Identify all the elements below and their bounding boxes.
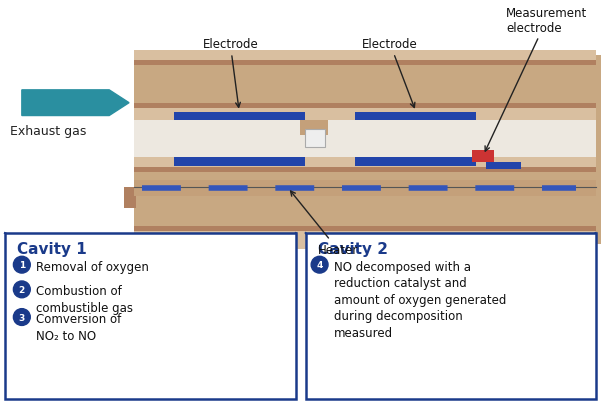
Text: Exhaust gas: Exhaust gas <box>10 125 86 138</box>
FancyBboxPatch shape <box>5 233 296 399</box>
Text: Measurement
electrode: Measurement electrode <box>485 6 588 152</box>
Text: 2: 2 <box>19 285 25 294</box>
Polygon shape <box>134 158 596 168</box>
Circle shape <box>13 257 30 273</box>
Text: Heater: Heater <box>290 192 358 256</box>
Text: Comversion of
NO₂ to NO: Comversion of NO₂ to NO <box>36 312 121 342</box>
Text: Combustion of
combustible gas: Combustion of combustible gas <box>36 285 133 314</box>
Text: 1: 1 <box>19 261 25 269</box>
Polygon shape <box>392 249 438 330</box>
Circle shape <box>13 309 30 326</box>
Polygon shape <box>174 112 304 121</box>
Polygon shape <box>134 108 596 121</box>
Text: NO decomposed with a
reduction catalyst and
amount of oxygen generated
during de: NO decomposed with a reduction catalyst … <box>334 260 506 339</box>
Polygon shape <box>134 61 596 66</box>
Polygon shape <box>134 180 596 196</box>
Text: Removal of oxygen: Removal of oxygen <box>36 260 149 273</box>
Polygon shape <box>134 121 596 158</box>
Polygon shape <box>487 162 521 170</box>
Polygon shape <box>355 112 476 121</box>
Polygon shape <box>304 130 325 148</box>
Text: 3: 3 <box>19 313 25 322</box>
Polygon shape <box>473 151 495 162</box>
Polygon shape <box>300 121 328 136</box>
Polygon shape <box>134 231 596 249</box>
Text: Cavity 1: Cavity 1 <box>17 241 86 256</box>
Polygon shape <box>134 103 596 108</box>
Polygon shape <box>134 172 596 227</box>
Circle shape <box>13 281 30 298</box>
Polygon shape <box>134 51 596 61</box>
Polygon shape <box>134 227 596 231</box>
Circle shape <box>311 257 328 273</box>
FancyArrow shape <box>22 91 129 116</box>
Polygon shape <box>124 187 136 209</box>
Polygon shape <box>355 158 476 166</box>
FancyBboxPatch shape <box>306 233 596 399</box>
Polygon shape <box>211 249 258 330</box>
Polygon shape <box>134 66 596 103</box>
Text: Cavity 2: Cavity 2 <box>318 241 387 256</box>
Text: Electrode: Electrode <box>202 38 258 108</box>
Polygon shape <box>580 56 600 244</box>
Text: 4: 4 <box>317 261 323 269</box>
Polygon shape <box>134 168 596 172</box>
Polygon shape <box>174 158 304 166</box>
Text: Electrode: Electrode <box>362 38 418 108</box>
